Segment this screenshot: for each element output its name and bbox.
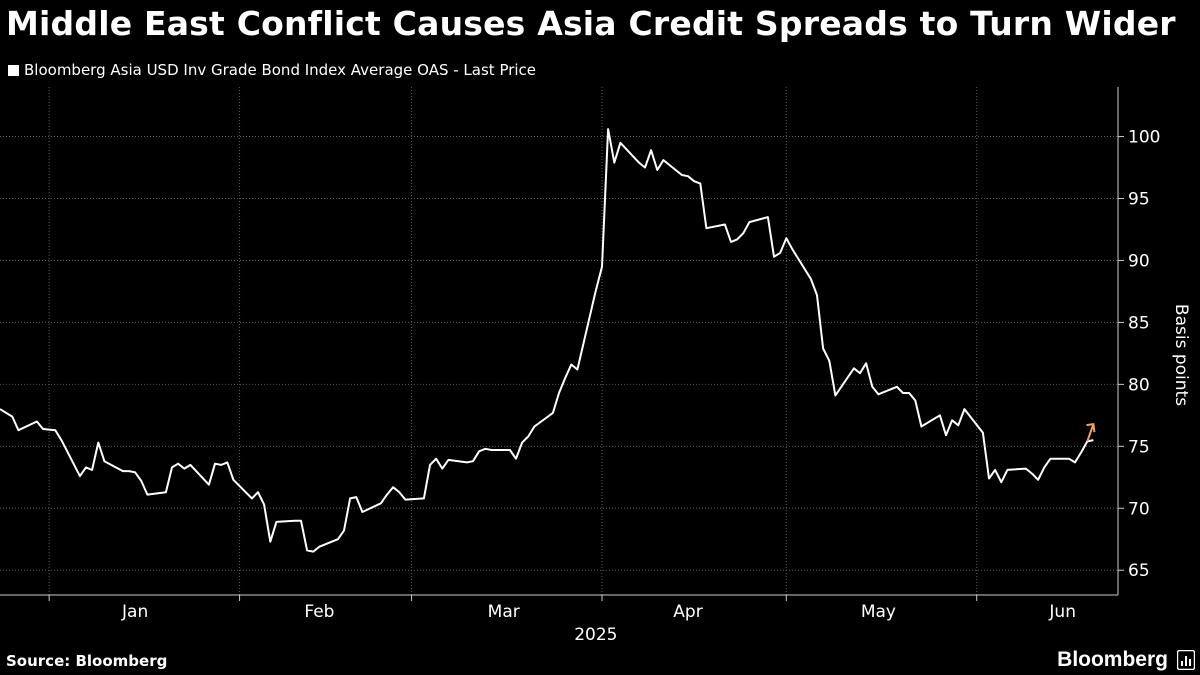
x-tick-label: Jan (121, 602, 148, 622)
legend-swatch (8, 64, 19, 76)
bloomberg-logo: Bloomberg (1057, 648, 1168, 671)
y-tick-label: 80 (1128, 375, 1150, 395)
grid (0, 87, 1118, 595)
source-note: Source: Bloomberg (6, 652, 168, 670)
x-tick-label: May (861, 602, 896, 622)
y-tick-label: 90 (1128, 251, 1150, 271)
x-axis-year-label: 2025 (574, 625, 617, 645)
chart-title: Middle East Conflict Causes Asia Credit … (6, 4, 1176, 43)
up-right-arrow-icon (1086, 422, 1096, 442)
legend-label: Bloomberg Asia USD Inv Grade Bond Index … (24, 61, 537, 79)
x-tick-label: Jun (1048, 602, 1076, 622)
series-layer (0, 128, 1096, 553)
y-tick-label: 95 (1128, 190, 1150, 210)
x-tick-label: Mar (488, 602, 520, 622)
y-tick-label: 75 (1128, 437, 1150, 457)
y-tick-label: 65 (1128, 561, 1150, 581)
y-tick-label: 100 (1128, 128, 1160, 148)
y-tick-label: 70 (1128, 499, 1150, 519)
axes: 65 70 75 80 85 90 95 100 Jan Feb Mar Apr May Jun (0, 87, 1160, 622)
x-tick-label: Apr (673, 602, 702, 622)
series-line (0, 128, 1094, 553)
y-tick-label: 85 (1128, 313, 1150, 333)
legend: Bloomberg Asia USD Inv Grade Bond Index … (8, 61, 536, 79)
y-axis-label: Basis points (1171, 304, 1191, 406)
bloomberg-terminal-icon (1177, 650, 1195, 670)
x-tick-label: Feb (304, 602, 334, 622)
